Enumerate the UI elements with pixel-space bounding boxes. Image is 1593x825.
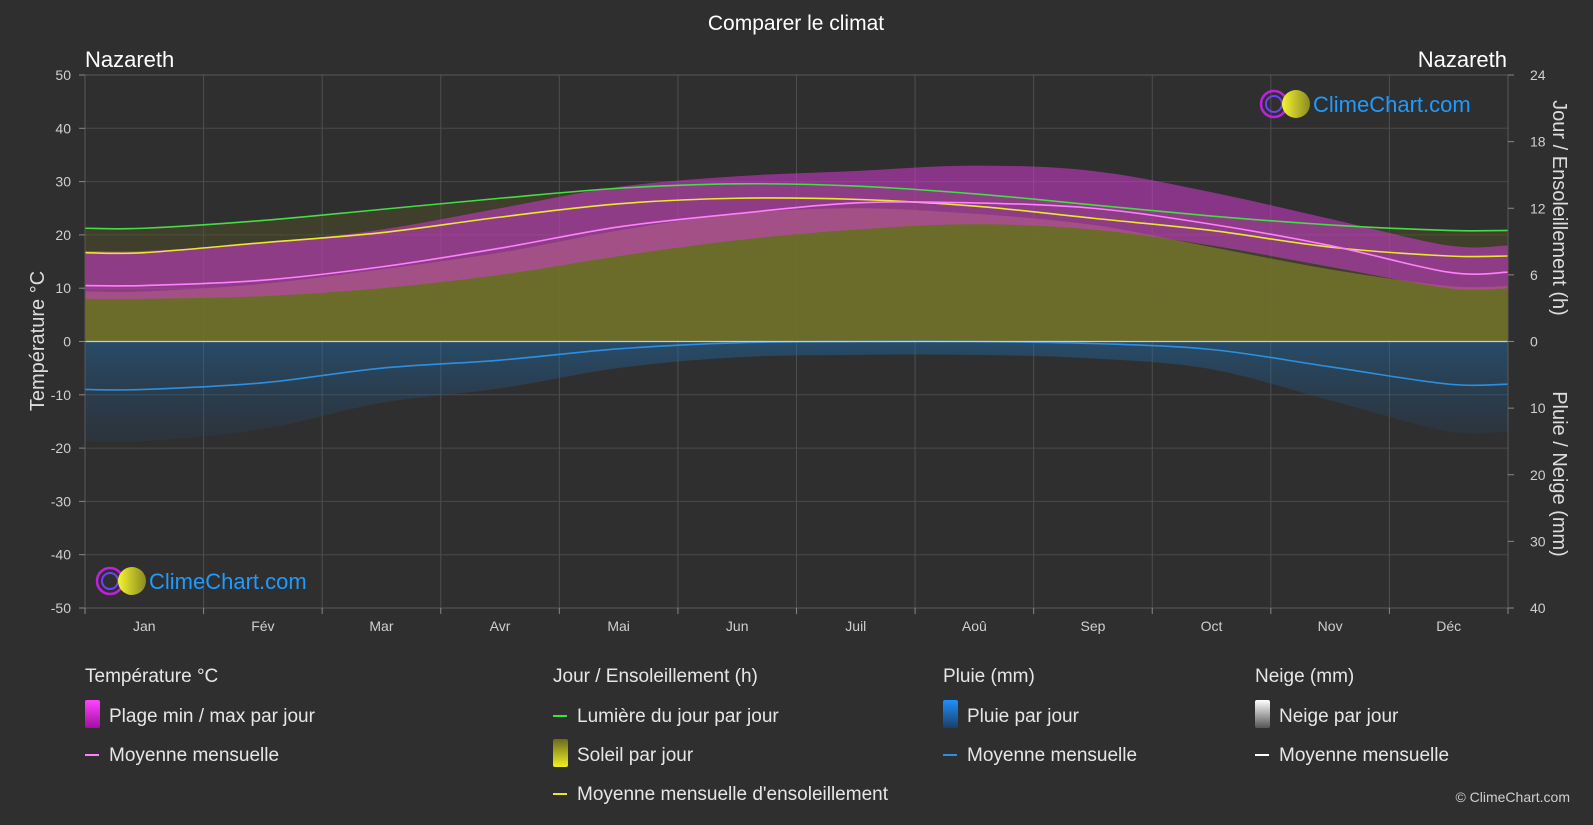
y-left-tick-label: 30 xyxy=(55,174,71,190)
y-right-bottom-tick-label: 30 xyxy=(1530,533,1546,549)
sunshine-mean-line xyxy=(85,197,1508,258)
month-label: Mar xyxy=(369,618,393,634)
legend-item-label: Moyenne mensuelle xyxy=(1279,745,1449,766)
y-left-tick-label: 20 xyxy=(55,227,71,243)
legend-item-label: Plage min / max par jour xyxy=(109,706,316,727)
legend-item-label: Moyenne mensuelle d'ensoleillement xyxy=(577,784,889,805)
y-right-top-title: Jour / Ensoleillement (h) xyxy=(1548,100,1570,316)
brand-logo-bottom[interactable]: ClimeChart.com xyxy=(95,566,307,596)
brand-text-bottom: ClimeChart.com xyxy=(149,569,307,594)
brand-logo-top[interactable]: ClimeChart.com xyxy=(1259,89,1471,119)
y-left-ticks: 50 40 30 20 10 0 -10 -20 -30 -40 -50 xyxy=(51,67,85,616)
y-right-top-tick-label: 12 xyxy=(1530,200,1546,216)
legend-gradient-swatch xyxy=(85,700,100,728)
legend-gradient-swatch xyxy=(1255,700,1270,728)
month-label: Déc xyxy=(1436,618,1461,634)
copyright: © ClimeChart.com xyxy=(1455,789,1570,805)
legend-gradient-swatch xyxy=(943,700,958,728)
y-left-tick-label: 10 xyxy=(55,280,71,296)
logo-inner-ring-icon xyxy=(101,572,119,590)
y-right-bottom-tick-label: 20 xyxy=(1530,467,1546,483)
month-label: Avr xyxy=(490,618,511,634)
sunshine-area xyxy=(85,208,1508,342)
legend: Température °C Plage min / max par jour Mo… xyxy=(85,666,1449,805)
x-month-ticks: Jan Fév Mar Avr Mai Jun Juil Aoû Sep Oct Nov Déc xyxy=(84,608,1509,634)
temperature-range-band xyxy=(85,165,1508,300)
location-right: Nazareth xyxy=(1418,47,1507,72)
month-label: Jun xyxy=(726,618,749,634)
legend-group: Jour / Ensoleillement (h) Lumière du jour… xyxy=(553,666,889,805)
legend-group: Température °C Plage min / max par jour Mo… xyxy=(85,666,316,766)
y-left-tick-label: 40 xyxy=(55,120,71,136)
month-label: Sep xyxy=(1080,618,1105,634)
legend-gradient-swatch xyxy=(553,739,568,767)
month-label: Aoû xyxy=(962,618,987,634)
legend-heading: Jour / Ensoleillement (h) xyxy=(553,666,758,687)
y-right-top-tick-label: 18 xyxy=(1530,134,1546,150)
legend-item-label: Moyenne mensuelle xyxy=(109,745,279,766)
y-left-tick-label: 50 xyxy=(55,67,71,83)
legend-group: Neige (mm) Neige par jour Moyenne mensuell… xyxy=(1255,666,1449,766)
y-left-title: Température °C xyxy=(27,271,49,411)
legend-heading: Neige (mm) xyxy=(1255,666,1354,687)
rain-area xyxy=(85,341,1508,443)
logo-inner-ring-icon xyxy=(1265,95,1283,113)
month-label: Nov xyxy=(1318,618,1343,634)
legend-item-label: Moyenne mensuelle xyxy=(967,745,1137,766)
location-left: Nazareth xyxy=(85,47,174,72)
month-label: Juil xyxy=(845,618,866,634)
y-right-top-tick-label: 0 xyxy=(1530,334,1538,350)
y-right-bottom-tick-label: 40 xyxy=(1530,600,1546,616)
legend-group: Pluie (mm) Pluie par jour Moyenne mensuell… xyxy=(943,666,1137,766)
legend-item-label: Lumière du jour par jour xyxy=(577,706,779,727)
y-left-tick-label: -10 xyxy=(51,387,71,403)
y-left-tick-label: -40 xyxy=(51,547,71,563)
brand-text-top: ClimeChart.com xyxy=(1313,92,1471,117)
y-left-tick-label: -50 xyxy=(51,600,71,616)
legend-heading: Température °C xyxy=(85,666,218,687)
daylight-line xyxy=(85,182,1508,232)
y-right-top-tick-label: 6 xyxy=(1530,267,1538,283)
y-right-bottom-title: Pluie / Neige (mm) xyxy=(1548,391,1570,557)
logo-sun-icon xyxy=(118,567,146,595)
y-left-tick-label: -30 xyxy=(51,493,71,509)
y-right-top-tick-label: 24 xyxy=(1530,67,1546,83)
legend-heading: Pluie (mm) xyxy=(943,666,1035,687)
month-label: Fév xyxy=(251,618,274,634)
y-left-tick-label: 0 xyxy=(63,334,71,350)
temperature-mean-line xyxy=(85,201,1508,287)
y-right-ticks: 24 18 12 6 0 10 20 30 40 xyxy=(1508,67,1546,616)
chart-title: Comparer le climat xyxy=(708,12,884,35)
month-label: Mai xyxy=(607,618,630,634)
legend-item-label: Soleil par jour xyxy=(577,745,694,766)
legend-item-label: Pluie par jour xyxy=(967,706,1080,727)
plot-area xyxy=(85,165,1508,443)
y-right-bottom-tick-label: 10 xyxy=(1530,400,1546,416)
month-label: Oct xyxy=(1201,618,1223,634)
logo-sun-icon xyxy=(1282,90,1310,118)
legend-item-label: Neige par jour xyxy=(1279,706,1399,727)
y-left-tick-label: -20 xyxy=(51,440,71,456)
month-label: Jan xyxy=(133,618,156,634)
